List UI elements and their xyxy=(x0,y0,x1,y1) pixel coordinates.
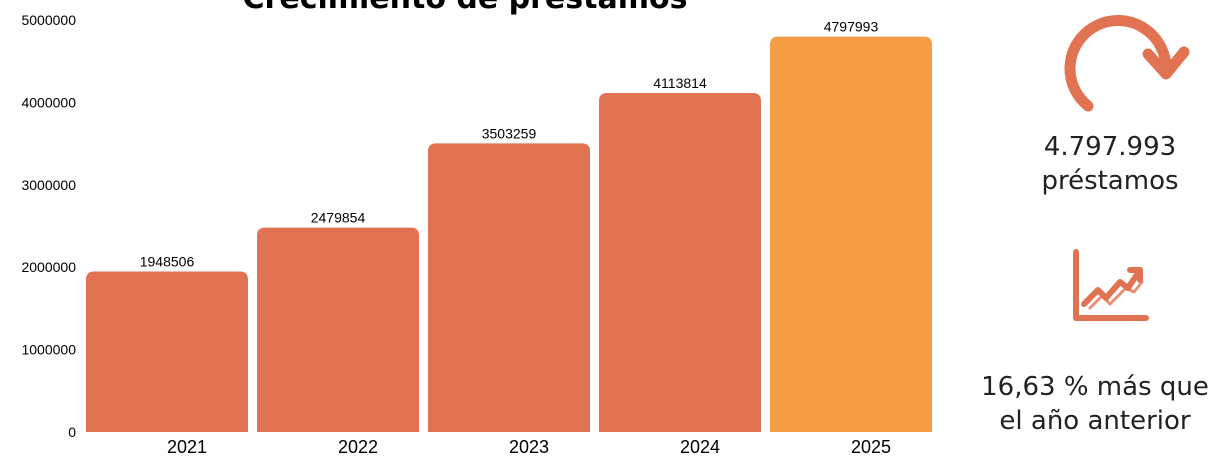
x-tick-2025: 2025 xyxy=(851,437,891,457)
data-labels: 1948506 2479854 3503259 4113814 4797993 xyxy=(140,19,879,270)
data-label-2024: 4113814 xyxy=(653,75,707,91)
y-axis: 0 1000000 2000000 3000000 4000000 5000000 xyxy=(21,12,76,440)
data-label-2025: 4797993 xyxy=(824,19,879,35)
bar-2022 xyxy=(257,227,419,432)
x-tick-2023: 2023 xyxy=(509,437,549,457)
trending-up-chart-icon xyxy=(1073,249,1149,321)
bar-2025 xyxy=(770,36,932,432)
growth-line-2: el año anterior xyxy=(999,406,1191,436)
bar-2023 xyxy=(428,143,590,432)
x-axis: 2021 2022 2023 2024 2025 xyxy=(167,437,891,457)
bar-2024 xyxy=(599,93,761,432)
y-tick-label: 4000000 xyxy=(21,94,76,110)
data-label-2021: 1948506 xyxy=(140,253,195,269)
total-loans-value: 4.797.993 xyxy=(1043,132,1177,162)
y-tick-label: 2000000 xyxy=(21,259,76,275)
y-tick-label: 1000000 xyxy=(21,342,76,358)
data-label-2023: 3503259 xyxy=(482,125,537,141)
y-tick-label: 3000000 xyxy=(21,177,76,193)
y-tick-label: 0 xyxy=(68,424,76,440)
total-loans-stat: 4.797.993 préstamos xyxy=(1010,130,1210,198)
bar-2021 xyxy=(86,271,248,432)
chart-title: Crecimiento de préstamos xyxy=(243,0,688,16)
y-tick-label: 5000000 xyxy=(21,12,76,28)
data-label-2022: 2479854 xyxy=(311,210,366,226)
total-loans-unit: préstamos xyxy=(1041,166,1179,196)
growth-line-1: 16,63 % más que xyxy=(981,372,1209,402)
refresh-arrow-icon xyxy=(1064,15,1190,112)
growth-stat: 16,63 % más que el año anterior xyxy=(975,370,1215,438)
bars xyxy=(86,36,932,432)
x-tick-2024: 2024 xyxy=(680,437,720,457)
x-tick-2021: 2021 xyxy=(167,437,207,457)
x-tick-2022: 2022 xyxy=(338,437,378,457)
